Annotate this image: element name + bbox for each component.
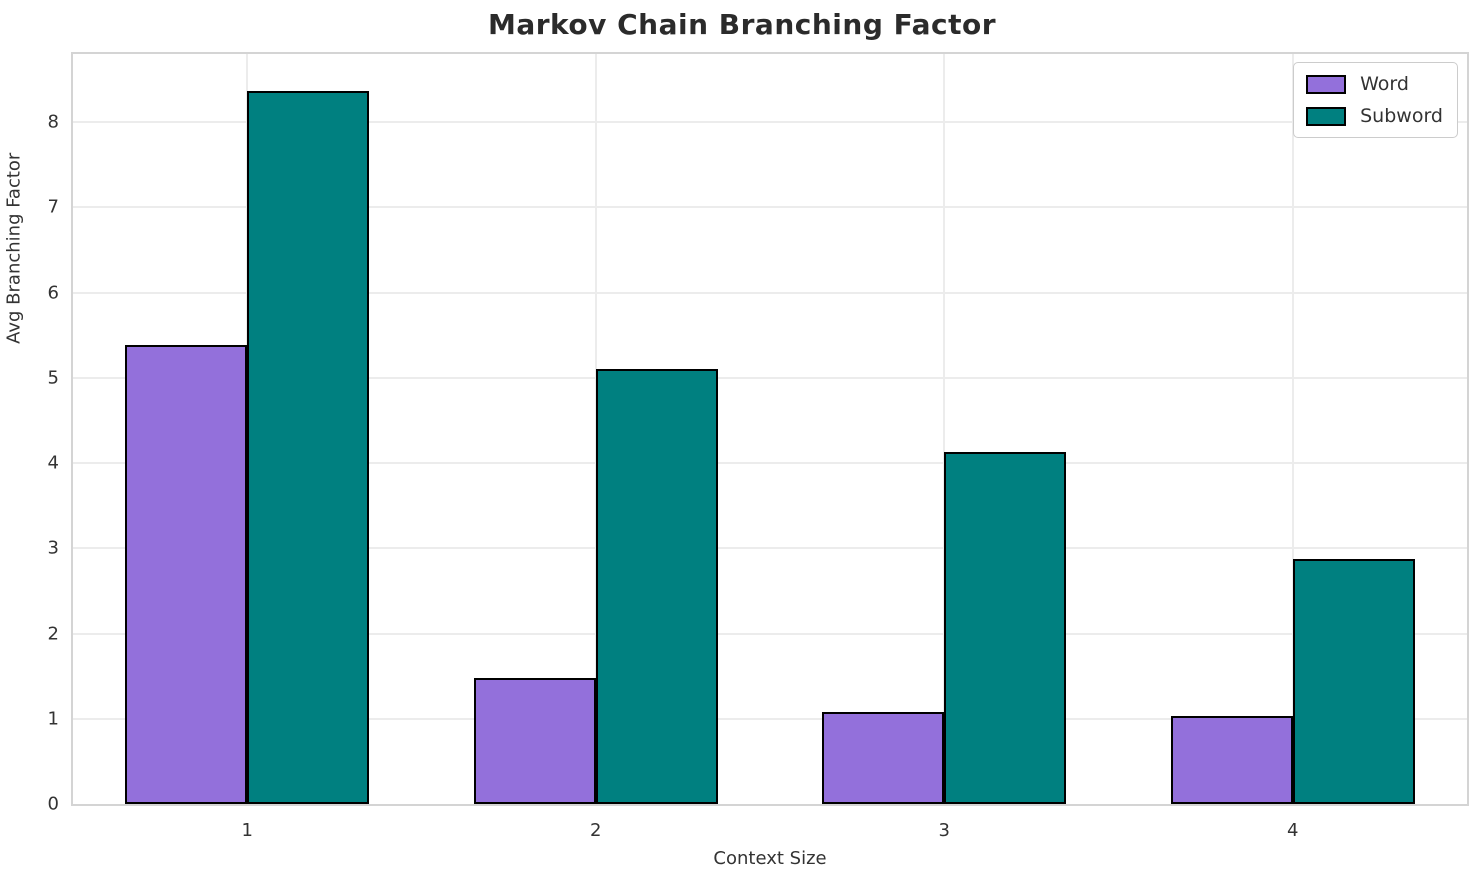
legend: Word Subword xyxy=(1293,62,1458,138)
bar-subword-context-4 xyxy=(1292,559,1415,804)
legend-item-subword: Subword xyxy=(1306,105,1443,127)
gridline-horizontal xyxy=(73,547,1467,550)
y-tick-label: 5 xyxy=(47,367,59,389)
gridline-horizontal xyxy=(73,462,1467,465)
x-tick-label: 3 xyxy=(938,820,950,841)
bar-word-context-3 xyxy=(822,711,945,804)
gridline-horizontal xyxy=(73,206,1467,209)
gridline-horizontal xyxy=(73,291,1467,294)
gridline-horizontal xyxy=(73,376,1467,379)
y-tick-label: 7 xyxy=(47,196,59,218)
y-tick-label: 2 xyxy=(47,623,59,645)
bar-subword-context-3 xyxy=(944,452,1067,804)
x-tick-label: 1 xyxy=(241,820,253,841)
x-axis-label: Context Size xyxy=(713,848,827,869)
legend-label: Word xyxy=(1360,73,1409,95)
y-tick-label: 6 xyxy=(47,282,59,304)
y-tick-label: 4 xyxy=(47,452,59,474)
gridline-horizontal xyxy=(73,632,1467,635)
gridline-vertical xyxy=(943,54,946,804)
chart-title: Markov Chain Branching Factor xyxy=(487,8,997,41)
legend-label: Subword xyxy=(1360,105,1443,127)
y-tick-label: 0 xyxy=(47,793,59,815)
y-tick-label: 1 xyxy=(47,708,59,730)
legend-swatch-word xyxy=(1306,74,1347,94)
plot-area xyxy=(71,52,1469,806)
gridline-horizontal xyxy=(73,717,1467,720)
x-tick-label: 2 xyxy=(590,820,602,841)
y-axis-label: Avg Branching Factor xyxy=(3,152,25,344)
bar-word-context-2 xyxy=(473,677,596,804)
x-tick-label: 4 xyxy=(1287,820,1299,841)
legend-item-word: Word xyxy=(1306,73,1443,95)
bar-word-context-1 xyxy=(125,345,248,804)
bar-word-context-4 xyxy=(1170,716,1293,804)
y-tick-label: 8 xyxy=(47,111,59,133)
gridline-horizontal xyxy=(73,121,1467,124)
y-tick-label: 3 xyxy=(47,537,59,559)
legend-swatch-subword xyxy=(1306,106,1347,126)
bar-subword-context-1 xyxy=(247,90,370,804)
plot-inner xyxy=(73,54,1467,804)
bar-subword-context-2 xyxy=(595,369,718,804)
gridline-vertical xyxy=(1291,54,1294,804)
